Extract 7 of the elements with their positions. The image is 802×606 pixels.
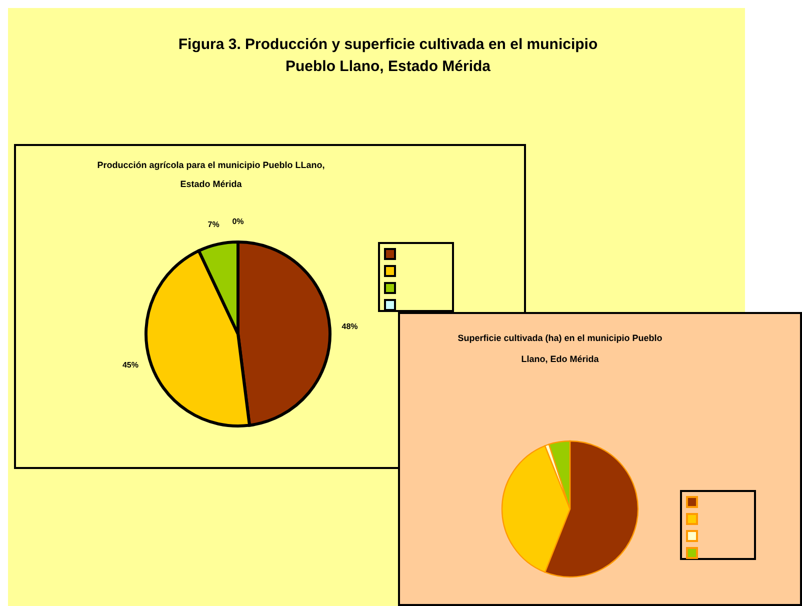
text: Figura 3. Producción y superficie cultivada en el municipio Pueblo Llano, Estado Mérida xyxy=(177,35,599,77)
data-label: 48% xyxy=(342,322,358,332)
data-label: 7% xyxy=(208,220,220,229)
chart-title: Superficie cultivada (ha) en el municipio Pueblo Llano, Edo Mérida xyxy=(458,333,662,364)
text: 0% xyxy=(232,217,244,226)
data-label: 45% xyxy=(122,360,138,370)
chart-subtitle: Producción agrícola para el municipio Pueblo LLano, Estado Mérida xyxy=(96,159,326,191)
